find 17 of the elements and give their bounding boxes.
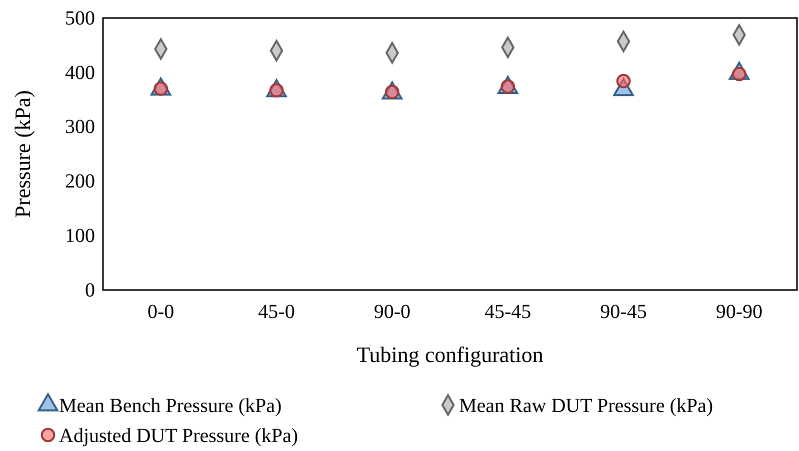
y-tick-label: 500 (65, 7, 95, 30)
y-axis-title: Pressure (kPa) (10, 90, 35, 218)
legend-label: Adjusted DUT Pressure (kPa) (59, 425, 298, 447)
x-tick-label: 90-90 (716, 301, 763, 324)
x-tick-label: 45-0 (258, 301, 295, 324)
x-tick-label: 45-45 (484, 301, 532, 324)
y-tick-label: 0 (85, 279, 95, 302)
y-tick-label: 300 (65, 116, 95, 138)
x-axis-title: Tubing configuration (356, 342, 544, 367)
x-tick-label: 90-0 (374, 301, 411, 324)
legend-label: Mean Raw DUT Pressure (kPa) (459, 395, 714, 417)
y-tick-label: 100 (65, 225, 95, 247)
x-tick-label: 0-0 (147, 301, 174, 324)
x-tick-label: 90-45 (600, 301, 647, 324)
y-tick-label: 200 (65, 170, 95, 193)
legend-label: Mean Bench Pressure (kPa) (59, 395, 282, 417)
y-tick-label: 400 (65, 62, 95, 84)
